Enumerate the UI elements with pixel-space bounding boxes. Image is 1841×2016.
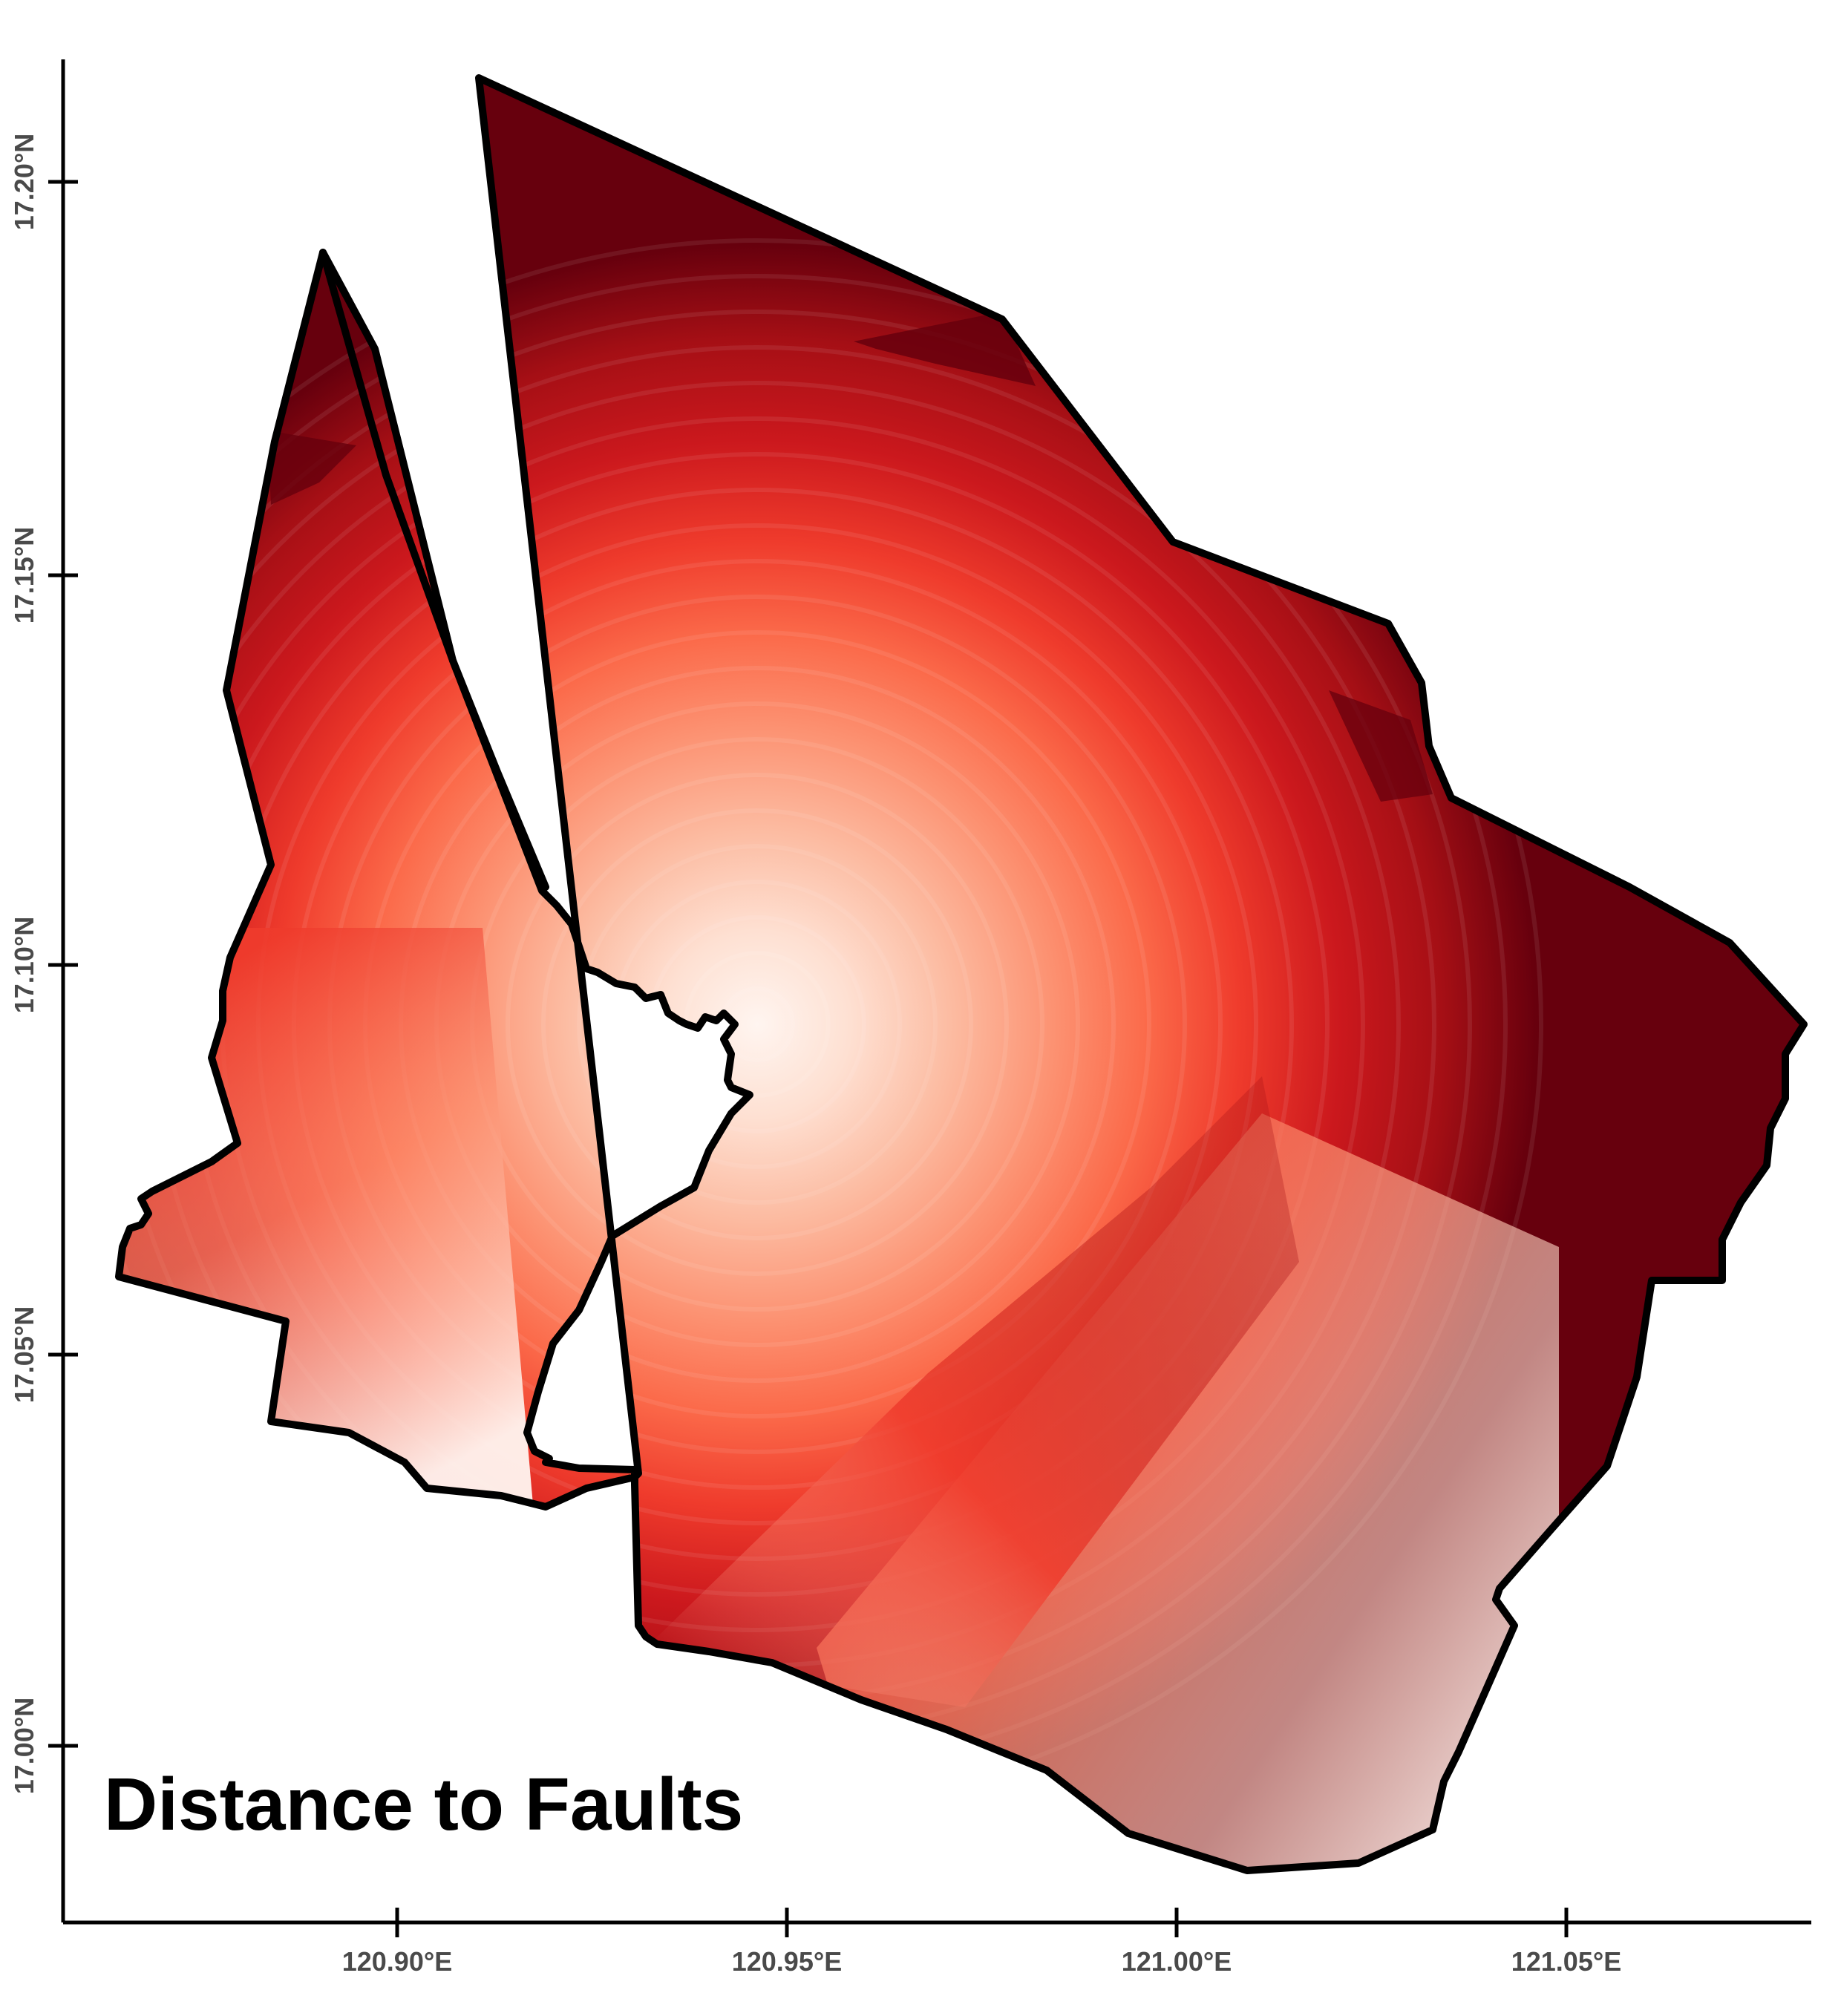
map-title: Distance to Faults [104, 1763, 743, 1846]
y-tick-label: 17.15°N [9, 527, 39, 624]
contour-ring [506, 773, 1009, 1276]
y-tick-label: 17.10°N [9, 917, 39, 1013]
contour-ring [577, 844, 938, 1205]
x-tick-label: 120.95°E [732, 1946, 843, 1977]
y-tick-label: 17.00°N [9, 1698, 39, 1794]
axes: 17.20°N 17.15°N 17.10°N 17.05°N 17.00°N … [9, 59, 1811, 1977]
internal-boundary-line [319, 249, 549, 891]
y-tick-label: 17.20°N [9, 134, 39, 230]
x-tick-label: 121.05°E [1511, 1946, 1622, 1977]
contour-ring [541, 808, 973, 1240]
y-tick-label: 17.05°N [9, 1306, 39, 1403]
x-tick-label: 121.00°E [1122, 1946, 1232, 1977]
x-tick-label: 120.90°E [342, 1946, 453, 1977]
